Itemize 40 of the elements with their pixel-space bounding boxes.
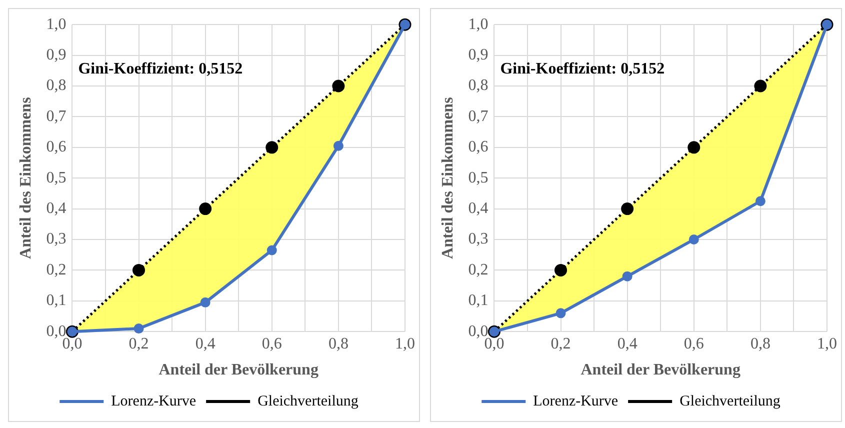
legend-label: Gleichverteilung: [680, 393, 781, 410]
x-tick-label: 0,4: [617, 335, 638, 352]
x-axis-title: Anteil der Bevölkerung: [580, 362, 740, 379]
annotation: Gini-Koeffizient: 0,5152: [500, 60, 665, 78]
x-tick-label: 0,2: [128, 335, 149, 352]
y-tick-label: 0,2: [46, 261, 66, 278]
y-tick-label: 0,6: [46, 138, 66, 156]
y-tick-label: 0,3: [468, 230, 488, 248]
legend-label: Gleichverteilung: [258, 393, 359, 410]
y-tick-label: 0,9: [468, 46, 488, 64]
legend-label: Lorenz-Kurve: [111, 393, 196, 410]
x-axis-title: Anteil der Bevölkerung: [158, 362, 318, 379]
y-tick-label: 0,7: [468, 108, 488, 125]
y-tick-label: 0,2: [468, 261, 488, 278]
x-tick-label: 0,8: [750, 335, 770, 352]
x-tick-label: 0,6: [262, 335, 282, 352]
x-tick-label: 0,2: [550, 335, 571, 352]
x-tick-label: 1,0: [395, 335, 415, 352]
y-axis-title: Anteil des Einkommens: [18, 97, 35, 259]
y-tick-label: 0,4: [468, 200, 488, 218]
y-tick-label: 1,0: [46, 16, 66, 33]
y-tick-label: 0,3: [46, 230, 66, 248]
y-tick-label: 0,9: [46, 46, 66, 64]
y-tick-label: 0,4: [46, 200, 66, 218]
y-tick-label: 0,7: [46, 108, 66, 125]
y-tick-label: 0,6: [468, 138, 488, 156]
x-tick-label: 0,6: [684, 335, 704, 352]
x-tick-label: 1,0: [817, 335, 837, 352]
y-tick-label: 1,0: [468, 16, 488, 33]
x-tick-label: 0,8: [328, 335, 348, 352]
y-tick-label: 0,8: [468, 77, 488, 94]
y-tick-label: 0,8: [46, 77, 66, 94]
y-tick-label: 0,5: [46, 169, 66, 186]
y-tick-label: 0,1: [46, 292, 66, 310]
annotation: Gini-Koeffizient: 0,5152: [78, 60, 243, 78]
legend-label: Lorenz-Kurve: [533, 393, 618, 410]
y-tick-label: 0,5: [468, 169, 488, 186]
x-tick-label: 0,4: [195, 335, 216, 352]
y-axis-title: Anteil des Einkommens: [440, 97, 457, 259]
y-tick-label: 0,1: [468, 292, 488, 310]
